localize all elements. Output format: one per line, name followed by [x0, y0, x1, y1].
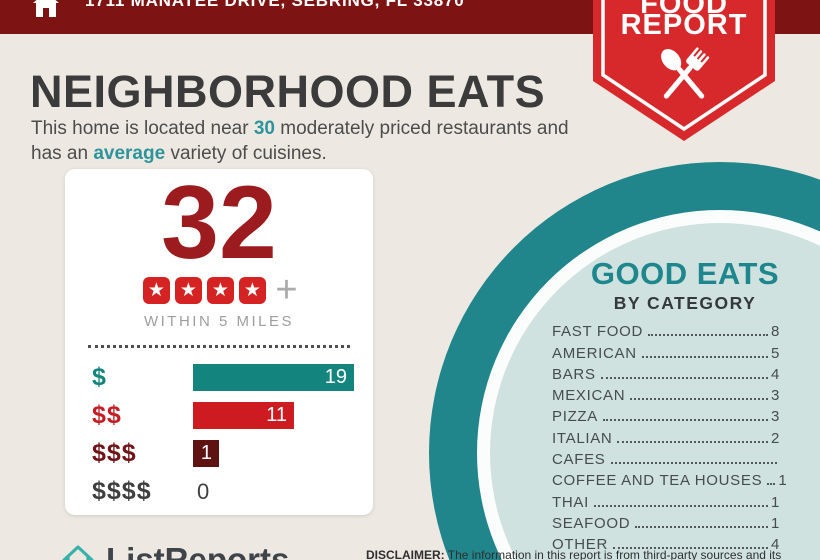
category-label: COFFEE AND TEA HOUSES — [552, 472, 763, 490]
category-label: FAST FOOD — [552, 323, 644, 341]
category-label: OTHER — [552, 536, 608, 554]
category-row: AMERICAN 5 — [552, 340, 780, 362]
category-label: AMERICAN — [552, 344, 637, 362]
plus-sign: + — [275, 269, 298, 311]
restaurant-count: 30 — [253, 118, 275, 139]
dotted-divider — [88, 345, 350, 348]
star-icon: ★ — [174, 277, 202, 304]
food-report-badge: FOOD REPORT — [593, 0, 775, 141]
bar: 11 — [193, 402, 294, 429]
category-row: OTHER 4 — [552, 532, 780, 553]
star-icon: ★ — [206, 277, 234, 304]
good-eats-title: GOOD EATS — [590, 256, 780, 291]
house-icon — [33, 0, 59, 17]
dotted-leader — [600, 376, 768, 379]
dotted-leader — [603, 419, 768, 422]
category-row: SEAFOOD 1 — [552, 511, 780, 532]
category-row: PIZZA 3 — [552, 404, 780, 425]
price-tier-label: $$ — [92, 401, 122, 429]
dotted-leader — [613, 547, 768, 550]
dotted-leader — [610, 462, 777, 465]
category-value: 3 — [770, 408, 780, 426]
intro-part: moderately priced restaurants and has an — [31, 118, 569, 164]
disclaimer-text: DISCLAIMER: The information in this repo… — [366, 548, 820, 560]
bar: 1 — [193, 440, 219, 467]
star-icon: ★ — [238, 277, 266, 304]
category-row: THAI 1 — [552, 489, 780, 511]
crossed-spoon-fork-icon — [661, 47, 710, 99]
category-list: FAST FOOD 8 AMERICAN 5 BARS 4 MEXICAN 3 PIZZA 3 IT… — [552, 319, 787, 553]
bar-row: $19 — [92, 363, 373, 391]
intro-part: variety of cuisines. — [165, 143, 327, 164]
category-label: ITALIAN — [552, 429, 613, 447]
dotted-leader — [635, 525, 768, 528]
variety-highlight: average — [93, 143, 166, 164]
dotted-leader — [630, 398, 768, 401]
category-label: SEAFOOD — [552, 514, 631, 532]
badge-title-line1: FOOD — [640, 0, 728, 20]
category-value: 1 — [778, 472, 788, 490]
category-label: CAFES — [552, 451, 606, 469]
dotted-leader — [593, 504, 768, 507]
category-row: BARS 4 — [552, 362, 780, 383]
price-tier-label: $$$ — [92, 439, 137, 467]
intro-text: This home is located near 30 moderately … — [31, 116, 583, 166]
rating-stars: ★ ★ ★ ★ + — [65, 269, 373, 311]
category-value: 8 — [770, 323, 780, 341]
category-row: ITALIAN 2 — [552, 425, 780, 447]
category-value: 5 — [770, 344, 780, 362]
dotted-leader — [648, 334, 768, 337]
category-value: 4 — [770, 365, 780, 383]
category-value: 1 — [770, 514, 780, 532]
good-eats-subtitle: BY CATEGORY — [613, 293, 757, 313]
stats-card: 32 ★ ★ ★ ★ + WITHIN 5 MILES $19 $$ 11 $$$ 1 $$$$ 0 — [65, 169, 373, 515]
listreports-logo: ListReports — [58, 540, 289, 560]
page-title: NEIGHBORHOOD EATS — [30, 66, 546, 117]
badge-title-line2: REPORT — [621, 9, 748, 41]
good-eats-heading: GOOD EATS BY CATEGORY — [570, 256, 800, 314]
bar-row: $$ 11 — [92, 401, 373, 429]
category-value: 2 — [770, 429, 780, 447]
category-label: BARS — [552, 365, 596, 383]
dotted-leader — [767, 483, 776, 486]
category-value: 3 — [770, 387, 780, 405]
bar: 19 — [193, 364, 354, 391]
category-value: 1 — [770, 493, 780, 511]
category-label: MEXICAN — [552, 387, 626, 405]
category-row: COFFEE AND TEA HOUSES 1 — [552, 468, 787, 490]
category-row: FAST FOOD 8 — [552, 319, 780, 340]
brand-name: ListReports — [106, 541, 290, 560]
dotted-leader — [617, 440, 768, 443]
bar-value: 11 — [266, 404, 287, 426]
disclaimer-label: DISCLAIMER: — [366, 548, 445, 560]
category-row: CAFES — [552, 447, 780, 468]
price-bar-chart: $19 $$ 11 $$$ 1 $$$$ 0 — [92, 363, 373, 505]
price-tier-label: $ — [92, 363, 107, 391]
intro-part: This home is located near — [31, 118, 254, 139]
category-label: PIZZA — [552, 408, 599, 426]
bar-value: 19 — [324, 366, 347, 388]
star-icon: ★ — [142, 277, 170, 304]
disclaimer-body: The information in this report is from t… — [444, 548, 782, 560]
radius-label: WITHIN 5 MILES — [143, 313, 294, 330]
category-value: 4 — [770, 536, 780, 554]
bar-row: $$$ 1 — [92, 439, 373, 467]
brand-house-icon — [62, 545, 94, 560]
category-row: MEXICAN 3 — [552, 383, 780, 404]
bar-value: 1 — [200, 442, 212, 464]
total-count: 32 — [161, 165, 277, 281]
price-tier-label: $$$$ — [92, 477, 152, 505]
address-text: 1711 MANATEE DRIVE, SEBRING, FL 33870 — [85, 0, 465, 10]
bar-row: $$$$ 0 — [92, 477, 373, 505]
category-label: THAI — [552, 493, 589, 511]
dotted-leader — [641, 355, 768, 358]
bar-value: 0 — [197, 478, 210, 504]
